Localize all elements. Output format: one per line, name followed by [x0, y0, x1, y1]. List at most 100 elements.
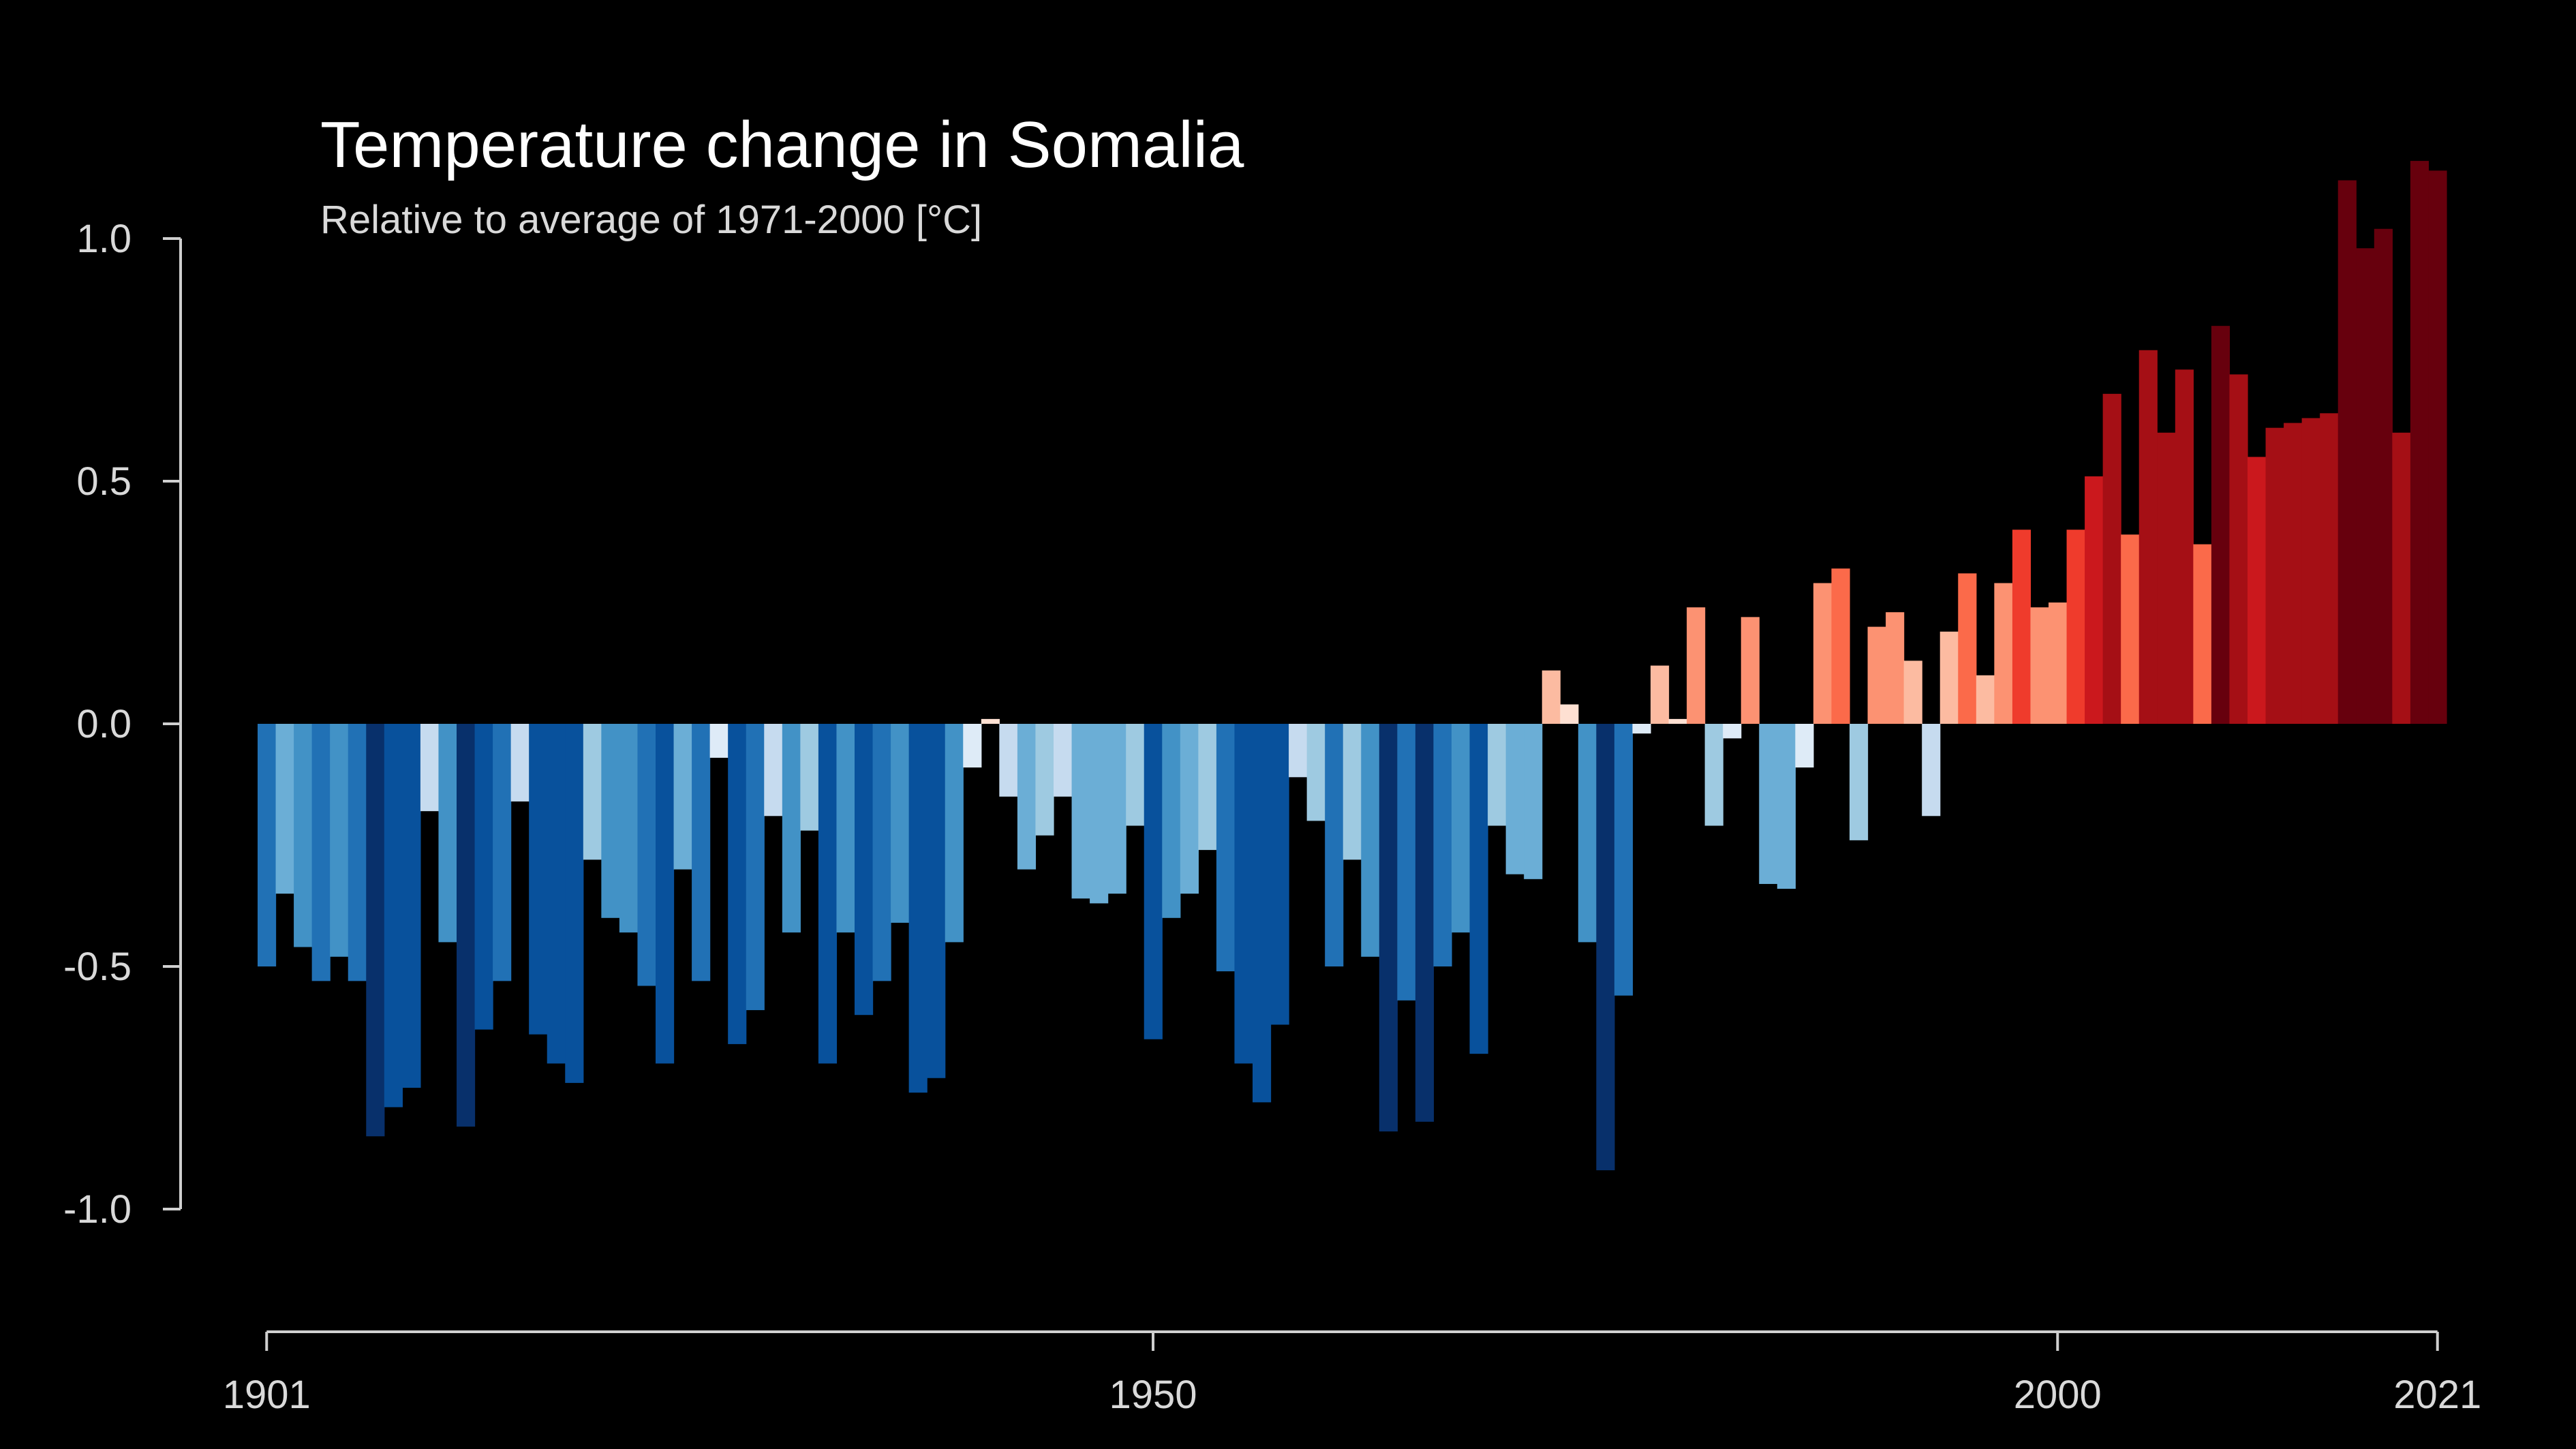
bar-1911 — [438, 724, 457, 943]
bar-1943 — [1017, 724, 1037, 870]
bar-1955 — [1234, 724, 1253, 1064]
x-axis: 1901 1950 2000 2021 — [223, 1330, 2481, 1417]
y-tick-label: -0.5 — [63, 945, 132, 989]
bar-1989 — [1850, 724, 1869, 840]
bar-2020 — [2410, 161, 2429, 724]
bar-1926 — [709, 724, 729, 758]
bar-1982 — [1723, 724, 1742, 739]
bar-1981 — [1704, 724, 1723, 826]
bar-1965 — [1415, 724, 1435, 1122]
bar-1914 — [493, 724, 512, 981]
bar-1964 — [1397, 724, 1416, 1001]
bar-1931 — [800, 724, 819, 831]
chart-title: Temperature change in Somalia — [320, 108, 1244, 181]
bar-1994 — [1939, 631, 1959, 724]
bar-2014 — [2301, 418, 2320, 724]
bar-1992 — [1903, 660, 1922, 724]
bar-2017 — [2356, 248, 2375, 724]
bar-1919 — [583, 724, 602, 860]
bar-1925 — [692, 724, 711, 981]
bar-1975 — [1596, 724, 1615, 1171]
bar-1922 — [637, 724, 656, 986]
bar-1933 — [836, 724, 855, 933]
bar-1986 — [1795, 724, 1814, 768]
bar-1944 — [1035, 724, 1054, 836]
bar-1954 — [1216, 724, 1236, 972]
bar-2008 — [2193, 544, 2212, 724]
bar-2007 — [2175, 369, 2194, 724]
bar-1935 — [872, 724, 891, 981]
bar-1971 — [1524, 724, 1543, 879]
bar-1977 — [1632, 724, 1651, 734]
bar-1949 — [1126, 724, 1145, 826]
bar-2004 — [2121, 534, 2140, 724]
bar-1939 — [945, 724, 964, 943]
bar-1974 — [1578, 724, 1597, 943]
x-tick-label: 1950 — [1109, 1373, 1197, 1417]
bar-2005 — [2138, 350, 2158, 724]
bar-1902 — [275, 724, 294, 894]
bar-1987 — [1813, 583, 1833, 724]
bar-1962 — [1361, 724, 1380, 957]
bar-1972 — [1542, 670, 1561, 724]
bar-1909 — [402, 724, 421, 1088]
bar-1988 — [1831, 568, 1850, 724]
bar-1937 — [908, 724, 927, 1093]
bar-2015 — [2320, 413, 2339, 724]
bar-1910 — [420, 724, 440, 812]
bar-1980 — [1687, 607, 1706, 724]
bar-2016 — [2337, 180, 2357, 724]
bar-1948 — [1107, 724, 1126, 894]
bar-1940 — [963, 724, 982, 768]
bar-1967 — [1452, 724, 1471, 933]
bar-1932 — [818, 724, 838, 1064]
bar-1915 — [510, 724, 530, 802]
bar-1950 — [1144, 724, 1163, 1039]
bar-2018 — [2374, 228, 2393, 724]
bar-2003 — [2102, 393, 2121, 724]
y-tick-label: 1.0 — [76, 217, 132, 261]
bar-1930 — [782, 724, 801, 933]
bar-1917 — [547, 724, 566, 1064]
bar-1903 — [294, 724, 313, 947]
bar-1976 — [1614, 724, 1634, 996]
bar-1957 — [1270, 724, 1289, 1025]
bar-1966 — [1433, 724, 1452, 966]
bar-2012 — [2265, 427, 2284, 724]
bar-1978 — [1651, 665, 1670, 724]
bar-2009 — [2211, 326, 2230, 724]
bar-2006 — [2157, 432, 2176, 724]
bar-1924 — [673, 724, 692, 870]
bar-1959 — [1306, 724, 1325, 821]
bar-1956 — [1253, 724, 1272, 1103]
bar-1973 — [1560, 704, 1579, 724]
x-tick-label: 1901 — [223, 1373, 311, 1417]
bar-1991 — [1886, 612, 1905, 724]
bar-1952 — [1180, 724, 1199, 894]
bar-1918 — [565, 724, 584, 1083]
bar-1968 — [1469, 724, 1488, 1054]
bar-1942 — [999, 724, 1018, 797]
bar-1983 — [1741, 617, 1760, 724]
bar-1936 — [891, 724, 910, 923]
bar-1961 — [1343, 724, 1362, 860]
bar-1941 — [981, 718, 1000, 724]
bar-1997 — [1994, 583, 2013, 724]
bar-1951 — [1162, 724, 1181, 918]
chart-subtitle: Relative to average of 1971-2000 [°C] — [320, 198, 982, 242]
bar-1908 — [384, 724, 403, 1108]
bar-2019 — [2392, 432, 2411, 724]
bar-1979 — [1668, 718, 1687, 724]
bar-1928 — [746, 724, 765, 1011]
bar-2011 — [2248, 457, 2267, 724]
bar-1905 — [330, 724, 349, 957]
bar-1984 — [1759, 724, 1778, 884]
y-tick-label: 0.5 — [76, 459, 132, 504]
bar-1904 — [311, 724, 331, 981]
bar-1958 — [1289, 724, 1308, 778]
bar-2000 — [2049, 603, 2068, 724]
bar-1998 — [2012, 530, 2031, 724]
bar-1907 — [366, 724, 385, 1137]
bar-1921 — [619, 724, 639, 933]
y-tick-label: 0.0 — [76, 702, 132, 746]
